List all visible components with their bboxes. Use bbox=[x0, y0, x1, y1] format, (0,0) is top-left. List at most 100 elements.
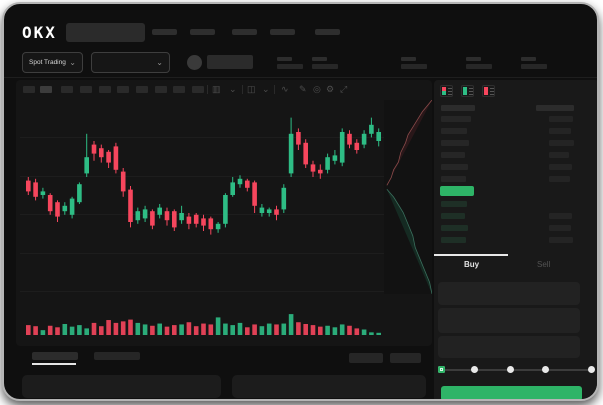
slider-stop[interactable] bbox=[588, 366, 595, 373]
draw-tool-icon[interactable]: ✎ bbox=[299, 84, 307, 94]
bid-price-placeholder[interactable] bbox=[441, 201, 467, 207]
bottom-control[interactable] bbox=[390, 353, 421, 363]
timeframe-button[interactable] bbox=[61, 86, 73, 93]
ask-price-placeholder[interactable] bbox=[441, 176, 466, 182]
ask-amount-placeholder[interactable] bbox=[549, 176, 570, 182]
toggle-lines bbox=[448, 88, 452, 89]
bid-price-placeholder[interactable] bbox=[441, 213, 465, 219]
pair-selector-dropdown[interactable]: ⌄ bbox=[91, 52, 170, 73]
nav-item[interactable] bbox=[152, 29, 177, 35]
gridline bbox=[20, 291, 428, 292]
amount-slider[interactable] bbox=[441, 369, 592, 371]
bid-amount-placeholder[interactable] bbox=[549, 237, 573, 243]
header-divider bbox=[4, 77, 597, 78]
timeframe-button[interactable] bbox=[136, 86, 148, 93]
stat-label-placeholder bbox=[401, 57, 416, 61]
timeframe-button[interactable] bbox=[80, 86, 92, 93]
timeframe-button[interactable] bbox=[40, 86, 52, 93]
ask-amount-placeholder[interactable] bbox=[549, 128, 571, 134]
market-type-dropdown[interactable]: Spot Trading ⌄ bbox=[22, 52, 83, 73]
stat-label-placeholder bbox=[521, 57, 536, 61]
orderbook-both-icon[interactable] bbox=[440, 85, 453, 97]
bid-amount-placeholder[interactable] bbox=[549, 213, 572, 219]
stat-value-placeholder bbox=[312, 64, 338, 69]
search-input[interactable] bbox=[66, 23, 145, 42]
ask-price-placeholder[interactable] bbox=[441, 140, 469, 146]
buy-tab-indicator bbox=[434, 254, 508, 256]
toggle-lines bbox=[469, 88, 473, 89]
toolbar-divider bbox=[242, 85, 243, 94]
ticker-stat bbox=[277, 57, 303, 69]
timeframe-button[interactable] bbox=[23, 86, 35, 93]
buy-button[interactable] bbox=[441, 386, 582, 399]
fullscreen-icon[interactable]: ⤢ bbox=[340, 84, 348, 94]
timeframe-button[interactable] bbox=[173, 86, 185, 93]
settings-icon[interactable]: ⚙ bbox=[326, 84, 335, 94]
bottom-control[interactable] bbox=[349, 353, 383, 363]
indicators-icon[interactable]: ◫ bbox=[247, 84, 256, 94]
gridline bbox=[20, 253, 428, 254]
ask-price-placeholder[interactable] bbox=[441, 116, 471, 122]
order-input-field[interactable] bbox=[438, 308, 580, 333]
bottom-tab[interactable] bbox=[94, 352, 140, 360]
depth-chart bbox=[386, 99, 433, 295]
nav-item[interactable] bbox=[270, 29, 295, 35]
orderbook-asks-icon[interactable] bbox=[482, 85, 495, 97]
bottom-tab[interactable] bbox=[32, 352, 78, 360]
toggle-color-column bbox=[442, 87, 446, 95]
orderbook-header-right[interactable] bbox=[536, 105, 574, 111]
ask-price-placeholder[interactable] bbox=[441, 128, 467, 134]
camera-icon[interactable]: ◎ bbox=[313, 84, 321, 94]
timeframe-button[interactable] bbox=[117, 86, 129, 93]
chevron-down-icon[interactable]: ⌄ bbox=[262, 84, 270, 94]
chevron-down-icon[interactable]: ⌄ bbox=[229, 84, 237, 94]
line-tool-icon[interactable]: ∿ bbox=[281, 84, 289, 94]
order-input-field[interactable] bbox=[438, 282, 580, 305]
timeframe-button[interactable] bbox=[155, 86, 167, 93]
bottom-table-panel bbox=[232, 375, 426, 398]
last-price-highlight bbox=[440, 186, 474, 196]
chart-panel: ▥ ⌄ ◫ ⌄ ∿ ✎ ◎ ⚙ ⤢ bbox=[16, 80, 433, 346]
depth-chart-panel bbox=[384, 99, 433, 295]
order-input-field[interactable] bbox=[438, 336, 580, 358]
nav-item[interactable] bbox=[190, 29, 215, 35]
stat-value-placeholder bbox=[401, 64, 427, 69]
slider-stop[interactable] bbox=[471, 366, 478, 373]
chevron-down-icon: ⌄ bbox=[156, 57, 163, 67]
orderbook-panel: Buy Sell bbox=[434, 80, 597, 399]
slider-stop[interactable] bbox=[507, 366, 514, 373]
buy-tab[interactable]: Buy bbox=[464, 260, 480, 269]
nav-item[interactable] bbox=[232, 29, 257, 35]
toggle-lines bbox=[490, 88, 494, 89]
sell-tab[interactable]: Sell bbox=[537, 260, 551, 269]
stat-value-placeholder bbox=[277, 64, 303, 69]
candlestick-chart-canvas[interactable] bbox=[24, 108, 390, 342]
ask-amount-placeholder[interactable] bbox=[549, 116, 573, 122]
ask-price-placeholder[interactable] bbox=[441, 164, 468, 170]
ask-amount-placeholder[interactable] bbox=[549, 140, 574, 146]
slider-stop[interactable] bbox=[438, 366, 445, 373]
ask-price-placeholder[interactable] bbox=[441, 152, 465, 158]
app-window: OKX Spot Trading ⌄ ⌄ ▥ ⌄ ◫ ⌄ ∿ ✎ ◎ ⚙ ⤢ bbox=[2, 2, 599, 401]
toolbar-divider bbox=[274, 85, 275, 94]
ticker-stat bbox=[312, 57, 338, 69]
toggle-color-column bbox=[463, 87, 467, 95]
timeframe-button[interactable] bbox=[99, 86, 111, 93]
ask-amount-placeholder[interactable] bbox=[549, 164, 572, 170]
stat-value-placeholder bbox=[466, 64, 492, 69]
bid-price-placeholder[interactable] bbox=[441, 237, 466, 243]
ticker-stat bbox=[466, 57, 492, 69]
bid-price-placeholder[interactable] bbox=[441, 225, 468, 231]
ticker-stat bbox=[521, 57, 547, 69]
timeframe-button[interactable] bbox=[192, 86, 204, 93]
stat-value-placeholder bbox=[521, 64, 547, 69]
ask-amount-placeholder[interactable] bbox=[549, 152, 569, 158]
orderbook-header-left[interactable] bbox=[441, 105, 475, 111]
slider-stop[interactable] bbox=[542, 366, 549, 373]
nav-item[interactable] bbox=[315, 29, 340, 35]
bid-amount-placeholder[interactable] bbox=[549, 225, 571, 231]
gridline bbox=[20, 137, 428, 138]
chart-style-icon[interactable]: ▥ bbox=[212, 84, 221, 94]
coin-icon bbox=[187, 55, 202, 70]
orderbook-bids-icon[interactable] bbox=[461, 85, 474, 97]
